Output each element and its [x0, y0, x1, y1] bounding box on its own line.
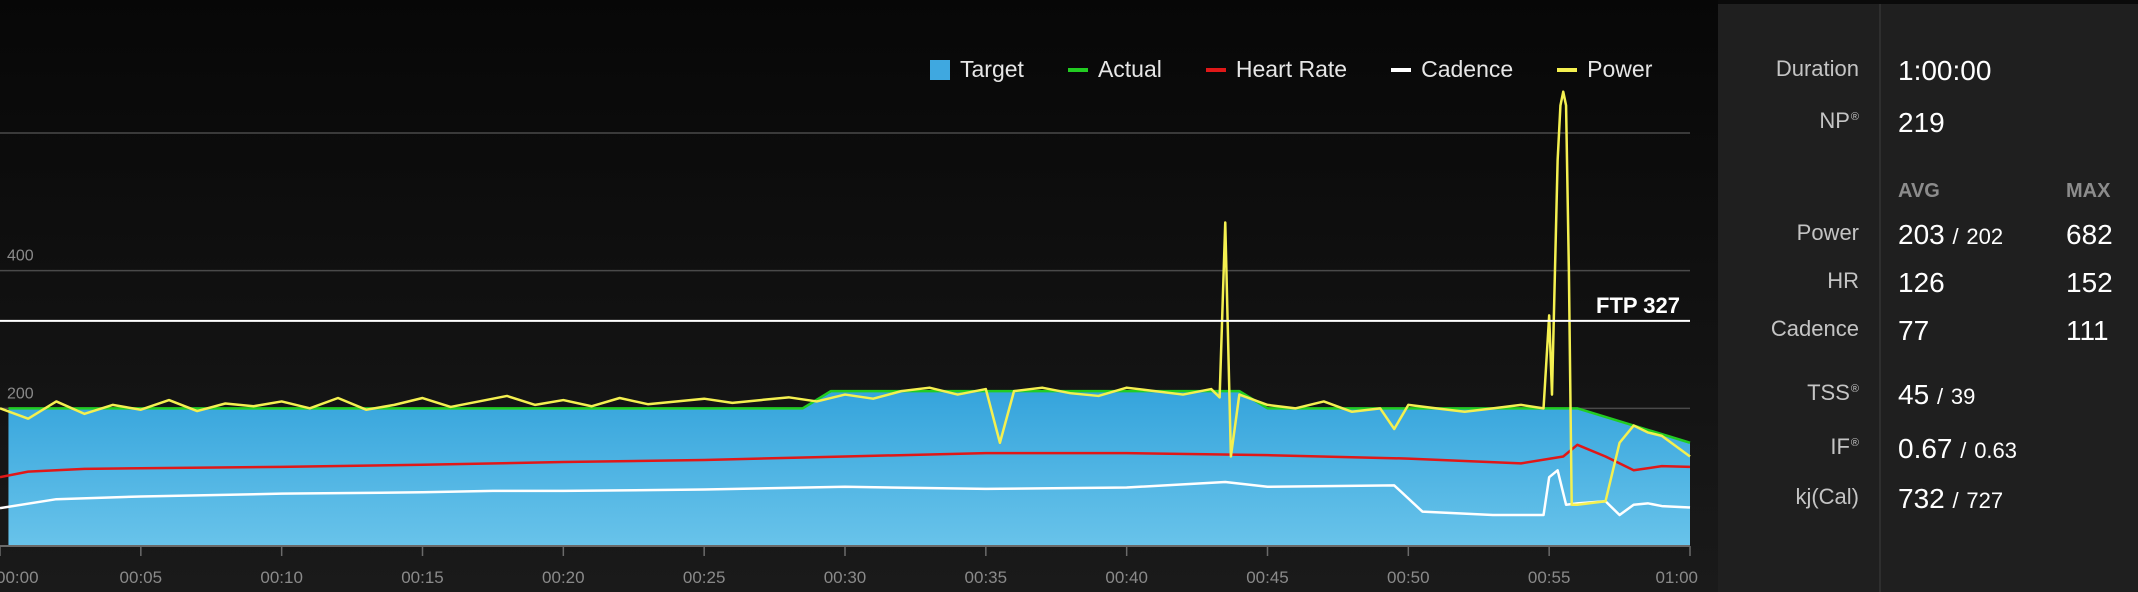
- x-tick-label: 00:30: [824, 568, 867, 587]
- power-avg: 203 / 202: [1898, 219, 2004, 250]
- legend-label: Actual: [1097, 56, 1162, 82]
- x-tick-label: 00:00: [0, 568, 39, 587]
- cadence-avg: 77: [1898, 315, 1930, 346]
- y-tick-label: 200: [7, 385, 34, 402]
- hr-avg: 126: [1898, 267, 1945, 298]
- actual-line: [8, 389, 1691, 444]
- workout-chart: FTP 327 200 400 00:00 00:05 00:10 00:15 00:20 0…: [0, 0, 1718, 592]
- hr-label: HR: [1827, 268, 1859, 293]
- stats-divider: [1879, 4, 1881, 592]
- y-tick-label: 400: [7, 248, 34, 265]
- x-tick-label: 00:40: [1105, 568, 1148, 587]
- avg-header: AVG: [1898, 180, 1940, 202]
- heart-rate-line: [0, 443, 1691, 479]
- x-tick-label: 00:25: [683, 568, 726, 587]
- axis: [0, 545, 1691, 556]
- if-value: 0.67 / 0.63: [1898, 433, 2018, 464]
- x-tick-label: 00:50: [1387, 568, 1430, 587]
- legend-label: Target: [960, 56, 1024, 82]
- hr-max: 152: [2066, 267, 2113, 298]
- x-tick-label: 00:45: [1246, 568, 1289, 587]
- x-tick-label: 00:20: [542, 568, 585, 587]
- legend: Target Actual Heart Rate Cadence Power: [930, 56, 1652, 83]
- cadence-swatch: [1391, 67, 1412, 72]
- tss-label: TSS®: [1807, 380, 1859, 405]
- power-max: 682: [2066, 219, 2113, 250]
- x-tick-label: 00:35: [965, 568, 1008, 587]
- np-value: 219: [1898, 107, 1945, 138]
- ftp-line: FTP 327: [0, 293, 1690, 322]
- np-label: NP®: [1819, 108, 1859, 133]
- power-line: [0, 90, 1691, 506]
- series-lines: [0, 90, 1691, 517]
- chart-svg: FTP 327 200 400 00:00 00:05 00:10 00:15 00:20 0…: [0, 90, 1698, 587]
- x-tick-label: 00:55: [1528, 568, 1571, 587]
- duration-value: 1:00:00: [1898, 55, 1992, 86]
- if-label: IF®: [1830, 434, 1859, 459]
- stats-panel: [1718, 4, 2138, 592]
- kj-label: kj(Cal): [1795, 484, 1859, 509]
- legend-item-target[interactable]: Target: [930, 56, 1024, 83]
- cadence-label: Cadence: [1770, 316, 1859, 341]
- legend-item-power[interactable]: Power: [1557, 56, 1652, 83]
- heart-rate-swatch: [1205, 67, 1226, 72]
- kj-value: 732 / 727: [1898, 483, 2004, 514]
- power-label: Power: [1796, 220, 1859, 245]
- x-tick-label: 01:00: [1655, 568, 1698, 587]
- tss-value: 45 / 39: [1898, 379, 1976, 410]
- target-area: [0, 391, 1690, 546]
- power-swatch: [1557, 67, 1578, 72]
- legend-item-actual[interactable]: Actual: [1067, 56, 1162, 83]
- legend-item-cadence[interactable]: Cadence: [1391, 56, 1513, 83]
- duration-label: Duration: [1775, 56, 1859, 81]
- legend-label: Power: [1587, 56, 1653, 82]
- x-tick-label: 00:05: [120, 568, 163, 587]
- legend-label: Cadence: [1421, 56, 1514, 82]
- legend-label: Heart Rate: [1235, 56, 1348, 82]
- cadence-line: [0, 469, 1691, 517]
- x-tick-label: 00:15: [401, 568, 444, 587]
- legend-item-heart-rate[interactable]: Heart Rate: [1205, 56, 1348, 83]
- x-tick-label: 00:10: [260, 568, 303, 587]
- target-swatch: [930, 59, 950, 80]
- tick-labels: 200 400 00:00 00:05 00:10 00:15 00:20 00:25 00:3…: [0, 248, 1698, 587]
- target-area-fill: [0, 391, 1690, 546]
- max-header: MAX: [2066, 180, 2111, 202]
- actual-swatch: [1067, 67, 1088, 72]
- cadence-max: 111: [2066, 315, 2109, 346]
- ftp-label: FTP 327: [1596, 293, 1680, 318]
